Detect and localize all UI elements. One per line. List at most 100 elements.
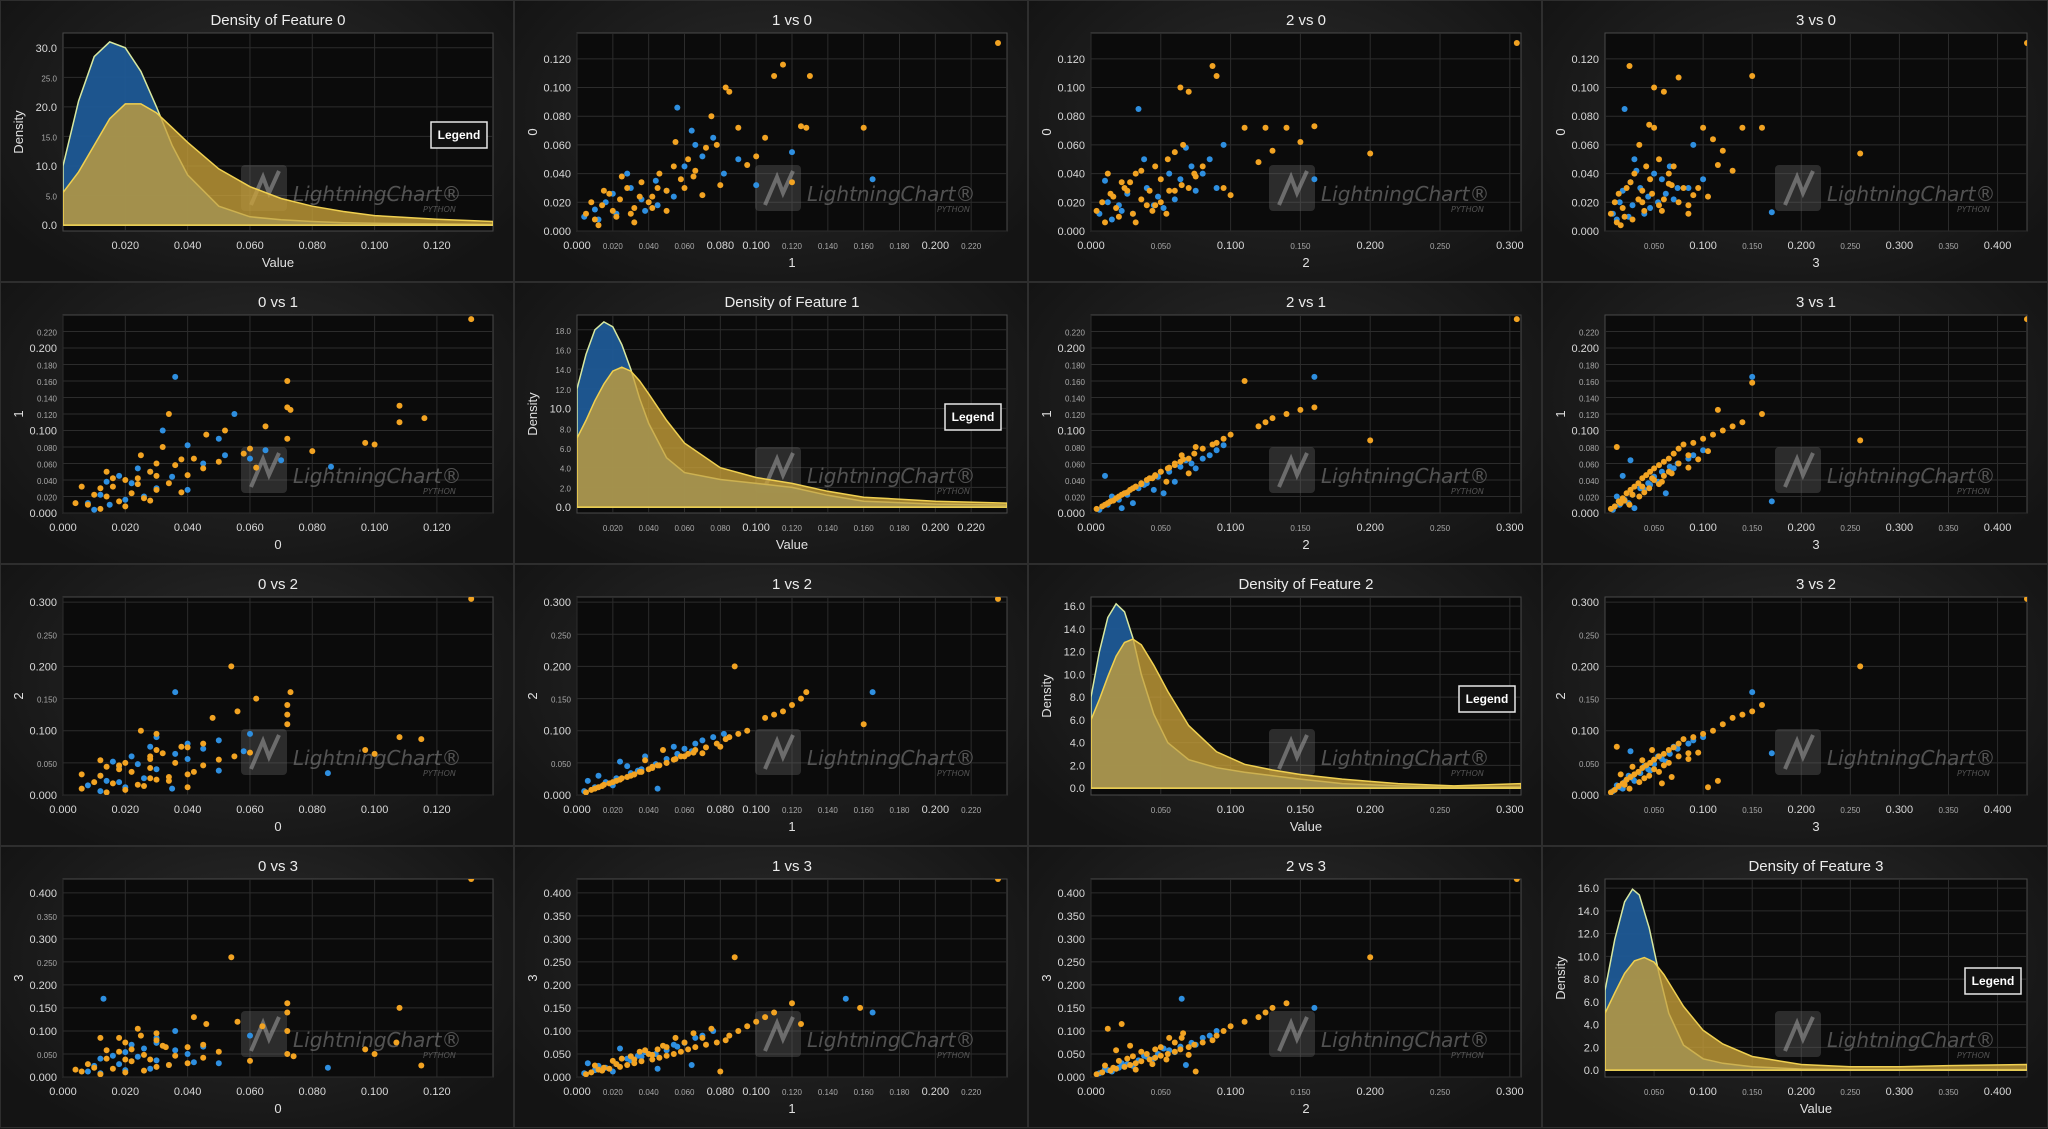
scatter-point[interactable] (200, 762, 207, 769)
scatter-point[interactable] (1759, 124, 1765, 131)
scatter-point[interactable] (1705, 448, 1711, 455)
scatter-point[interactable] (134, 465, 141, 472)
scatter-point[interactable] (995, 596, 1001, 602)
chart-svg[interactable]: 0.000 0.020 0.040 0.060 0.080 0.100 0.120 0.000… (1029, 1, 1543, 283)
scatter-point[interactable] (128, 490, 135, 497)
scatter-point[interactable] (803, 124, 810, 131)
scatter-point[interactable] (1191, 1041, 1198, 1048)
scatter-point[interactable] (371, 441, 378, 448)
scatter-point[interactable] (1690, 192, 1697, 199)
scatter-point[interactable] (1641, 207, 1648, 214)
scatter-point[interactable] (703, 1041, 709, 1048)
scatter-point[interactable] (169, 785, 176, 792)
scatter-point[interactable] (713, 1039, 720, 1046)
scatter-point[interactable] (789, 1000, 795, 1007)
scatter-point[interactable] (806, 73, 813, 79)
scatter-point[interactable] (172, 750, 179, 757)
scatter-point[interactable] (722, 84, 729, 91)
scatter-point[interactable] (1171, 1039, 1178, 1046)
scatter-point[interactable] (1639, 483, 1646, 490)
scatter-point[interactable] (1152, 163, 1159, 170)
scatter-point[interactable] (708, 113, 715, 120)
scatter-point[interactable] (287, 689, 294, 696)
scatter-point[interactable] (91, 491, 98, 498)
scatter-point[interactable] (649, 205, 656, 211)
scatter-point[interactable] (91, 1064, 98, 1071)
scatter-point[interactable] (1685, 750, 1692, 757)
scatter-point[interactable] (1177, 463, 1184, 470)
scatter-point[interactable] (1685, 185, 1692, 191)
scatter-point[interactable] (713, 141, 720, 148)
scatter-point[interactable] (1311, 404, 1318, 411)
scatter-point[interactable] (1621, 213, 1628, 220)
scatter-point[interactable] (1163, 210, 1170, 217)
scatter-point[interactable] (109, 758, 116, 765)
scatter-point[interactable] (169, 473, 176, 480)
scatter-point[interactable] (654, 762, 661, 769)
scatter-point[interactable] (1656, 768, 1662, 775)
scatter-point[interactable] (1188, 460, 1195, 467)
scatter-point[interactable] (1297, 139, 1304, 145)
scatter-point[interactable] (672, 1034, 679, 1041)
scatter-point[interactable] (699, 1034, 706, 1041)
scatter-point[interactable] (137, 452, 144, 459)
scatter-point[interactable] (141, 1051, 147, 1058)
scatter-point[interactable] (663, 187, 670, 194)
scatter-point[interactable] (1191, 450, 1198, 457)
scatter-point[interactable] (165, 411, 172, 417)
scatter-point[interactable] (1213, 447, 1220, 454)
scatter-point[interactable] (1739, 124, 1746, 131)
scatter-point[interactable] (91, 506, 98, 513)
scatter-point[interactable] (685, 1046, 692, 1053)
scatter-point[interactable] (1695, 456, 1702, 463)
scatter-point[interactable] (642, 1047, 649, 1054)
scatter-point[interactable] (1675, 460, 1682, 467)
scatter-point[interactable] (1690, 452, 1697, 459)
scatter-point[interactable] (606, 1065, 613, 1072)
scatter-point[interactable] (1615, 190, 1622, 197)
scatter-point[interactable] (128, 480, 135, 487)
scatter-point[interactable] (1665, 747, 1672, 753)
scatter-point[interactable] (215, 756, 222, 763)
scatter-point[interactable] (1646, 772, 1653, 779)
scatter-point[interactable] (1262, 419, 1269, 426)
scatter-point[interactable] (109, 475, 116, 482)
scatter-point[interactable] (1675, 74, 1682, 81)
scatter-point[interactable] (1613, 743, 1620, 750)
scatter-point[interactable] (1714, 406, 1721, 413)
scatter-point[interactable] (253, 695, 260, 702)
scatter-point[interactable] (309, 448, 316, 455)
scatter-point[interactable] (1629, 202, 1636, 209)
scatter-point[interactable] (153, 1037, 160, 1044)
scatter-point[interactable] (153, 460, 160, 467)
scatter-point[interactable] (190, 768, 197, 775)
chart-svg[interactable]: 0.000 0.050 0.100 0.150 0.200 0.250 0.300 0.350… (1029, 847, 1543, 1129)
scatter-point[interactable] (656, 1054, 663, 1061)
scatter-point[interactable] (1129, 210, 1136, 217)
scatter-point[interactable] (1670, 450, 1677, 457)
scatter-point[interactable] (744, 1023, 751, 1030)
scatter-point[interactable] (1220, 1028, 1227, 1034)
scatter-point[interactable] (103, 789, 110, 795)
density-area-series-2[interactable] (1605, 956, 2027, 1071)
scatter-point[interactable] (172, 759, 179, 766)
scatter-point[interactable] (468, 596, 475, 602)
scatter-point[interactable] (1150, 486, 1157, 493)
scatter-point[interactable] (1138, 1048, 1145, 1055)
scatter-point[interactable] (128, 1058, 135, 1065)
scatter-point[interactable] (1714, 777, 1721, 784)
scatter-point[interactable] (654, 1065, 661, 1072)
scatter-point[interactable] (1177, 176, 1184, 183)
scatter-point[interactable] (584, 777, 591, 784)
scatter-point[interactable] (103, 468, 110, 475)
scatter-point[interactable] (190, 1059, 197, 1066)
scatter-point[interactable] (591, 206, 598, 213)
scatter-point[interactable] (595, 222, 602, 229)
scatter-point[interactable] (116, 498, 123, 505)
scatter-point[interactable] (1619, 472, 1626, 479)
scatter-point[interactable] (1719, 147, 1726, 154)
scatter-point[interactable] (2024, 316, 2030, 323)
scatter-point[interactable] (1110, 193, 1117, 200)
scatter-point[interactable] (613, 213, 620, 220)
scatter-point[interactable] (649, 193, 656, 200)
